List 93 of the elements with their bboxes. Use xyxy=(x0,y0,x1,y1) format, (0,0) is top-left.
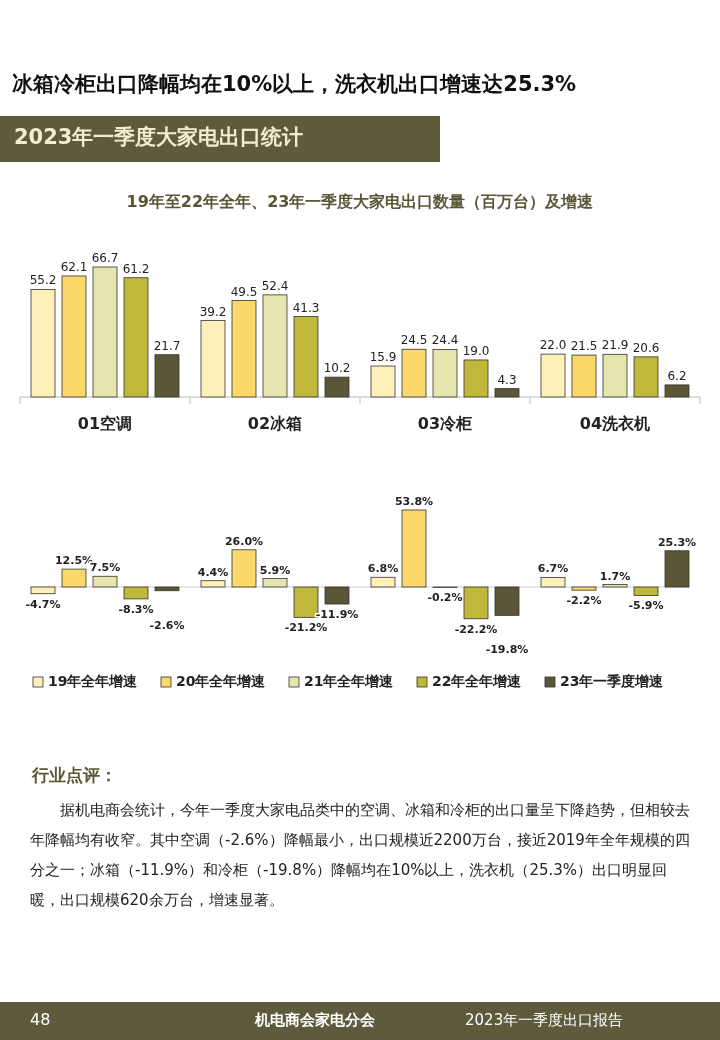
bar xyxy=(200,580,226,588)
data-label: 22.0 xyxy=(539,338,567,353)
text: 冰箱冷柜出口降幅均在10%以上，洗衣机出口增速达25.3% xyxy=(12,71,577,98)
data-label: 20.6 xyxy=(632,340,660,355)
bar xyxy=(633,586,659,596)
legend-label: 19年全年增速 xyxy=(48,673,139,689)
text: 2023年一季度出口报告 xyxy=(465,1011,624,1030)
bar xyxy=(494,586,520,616)
data-label: 6.7% xyxy=(537,562,569,576)
bar xyxy=(401,348,427,398)
bar xyxy=(154,586,180,592)
bar xyxy=(664,384,690,398)
bar xyxy=(200,320,226,398)
data-label: -8.3% xyxy=(118,602,154,616)
chart-title: 19年至22年全年、23年一季度大家电出口数量（百万台）及增速 xyxy=(126,192,595,211)
bar xyxy=(123,277,149,398)
legend-label: 21年全年增速 xyxy=(304,673,395,689)
data-label: 41.3 xyxy=(292,300,320,315)
legend-label: 22年全年增速 xyxy=(432,673,523,689)
bar xyxy=(571,586,597,591)
data-label: 53.8% xyxy=(394,495,434,508)
bar xyxy=(602,353,628,398)
x-tick-label: 02冰箱 xyxy=(247,414,303,433)
bar xyxy=(664,550,690,588)
data-label: 21.5 xyxy=(570,339,598,354)
bar xyxy=(61,568,87,588)
data-label: 7.5% xyxy=(89,561,121,575)
bar xyxy=(370,576,396,588)
data-label: 4.3 xyxy=(497,372,517,387)
bar xyxy=(123,586,149,600)
data-label: -21.2% xyxy=(284,621,328,635)
data-label: 24.5 xyxy=(400,333,428,348)
text: 据机电商会统计，今年一季度大家电品类中的空调、冰箱和冷柜的出口量呈下降趋势，但相较去年降幅均有收窄。其中空调（-2.6%）降幅最小，出口规模近2200万台，接近2019年全年规模的四分之一；冰箱（-11.9%）和冷柜（-19.8%）降幅均在10%以上，洗衣机（25.3%）出口明显回暖，出口规模620余万台，增速显著。 xyxy=(30,800,690,911)
x-tick-label: 03冷柜 xyxy=(417,414,473,433)
data-label: 10.2 xyxy=(323,361,351,376)
text: 机电商会家电分会 xyxy=(255,1011,375,1030)
bar xyxy=(262,578,288,588)
bar xyxy=(432,349,458,398)
text: 48 xyxy=(30,1010,51,1029)
data-label: 21.7 xyxy=(153,338,181,353)
data-label: 52.4 xyxy=(261,278,289,293)
data-label: 55.2 xyxy=(29,273,57,288)
bar xyxy=(231,300,257,398)
bar xyxy=(262,294,288,398)
data-label: -4.7% xyxy=(25,597,61,611)
legend-label: 20年全年增速 xyxy=(176,673,267,689)
bar xyxy=(370,365,396,398)
data-label: 61.2 xyxy=(122,261,150,276)
bar xyxy=(92,266,118,398)
text: 行业点评： xyxy=(32,764,117,787)
x-tick-label: 04洗衣机 xyxy=(579,414,651,433)
data-label: 39.2 xyxy=(199,304,227,319)
bar xyxy=(61,275,87,398)
data-label: 24.4 xyxy=(431,333,459,348)
bar xyxy=(463,586,489,620)
data-label: -2.2% xyxy=(566,594,602,608)
bar xyxy=(602,584,628,588)
bar xyxy=(231,549,257,588)
bar xyxy=(293,316,319,398)
data-label: 5.9% xyxy=(259,563,291,577)
bar xyxy=(463,359,489,398)
data-label: 6.8% xyxy=(367,562,399,576)
bar xyxy=(324,586,350,605)
legend-label: 23年一季度增速 xyxy=(560,673,665,689)
data-label: 25.3% xyxy=(657,535,697,549)
bar xyxy=(633,356,659,398)
data-label: 4.4% xyxy=(197,565,229,579)
bar xyxy=(154,354,180,398)
data-label: 62.1 xyxy=(60,259,88,274)
bar xyxy=(540,353,566,398)
data-label: -22.2% xyxy=(454,622,498,636)
bar xyxy=(30,289,56,398)
bar xyxy=(324,376,350,398)
data-label: 19.0 xyxy=(462,343,490,358)
data-label: -19.8% xyxy=(485,643,529,657)
data-label: 49.5 xyxy=(230,284,258,299)
data-label: 6.2 xyxy=(667,368,687,383)
data-label: -5.9% xyxy=(628,599,664,613)
data-label: -0.2% xyxy=(427,591,463,605)
bar xyxy=(401,509,427,588)
data-label: 15.9 xyxy=(369,350,397,365)
data-label: 66.7 xyxy=(91,251,119,265)
bar xyxy=(30,586,56,595)
bar xyxy=(571,354,597,398)
bar xyxy=(92,575,118,588)
text: 2023年一季度大家电出口统计 xyxy=(14,124,304,151)
data-label: 21.9 xyxy=(601,338,629,353)
data-label: -2.6% xyxy=(149,618,185,632)
bar xyxy=(494,388,520,398)
x-tick-label: 01空调 xyxy=(77,414,133,433)
bar xyxy=(540,577,566,588)
data-label: 1.7% xyxy=(599,569,631,583)
data-label: 26.0% xyxy=(224,534,264,548)
